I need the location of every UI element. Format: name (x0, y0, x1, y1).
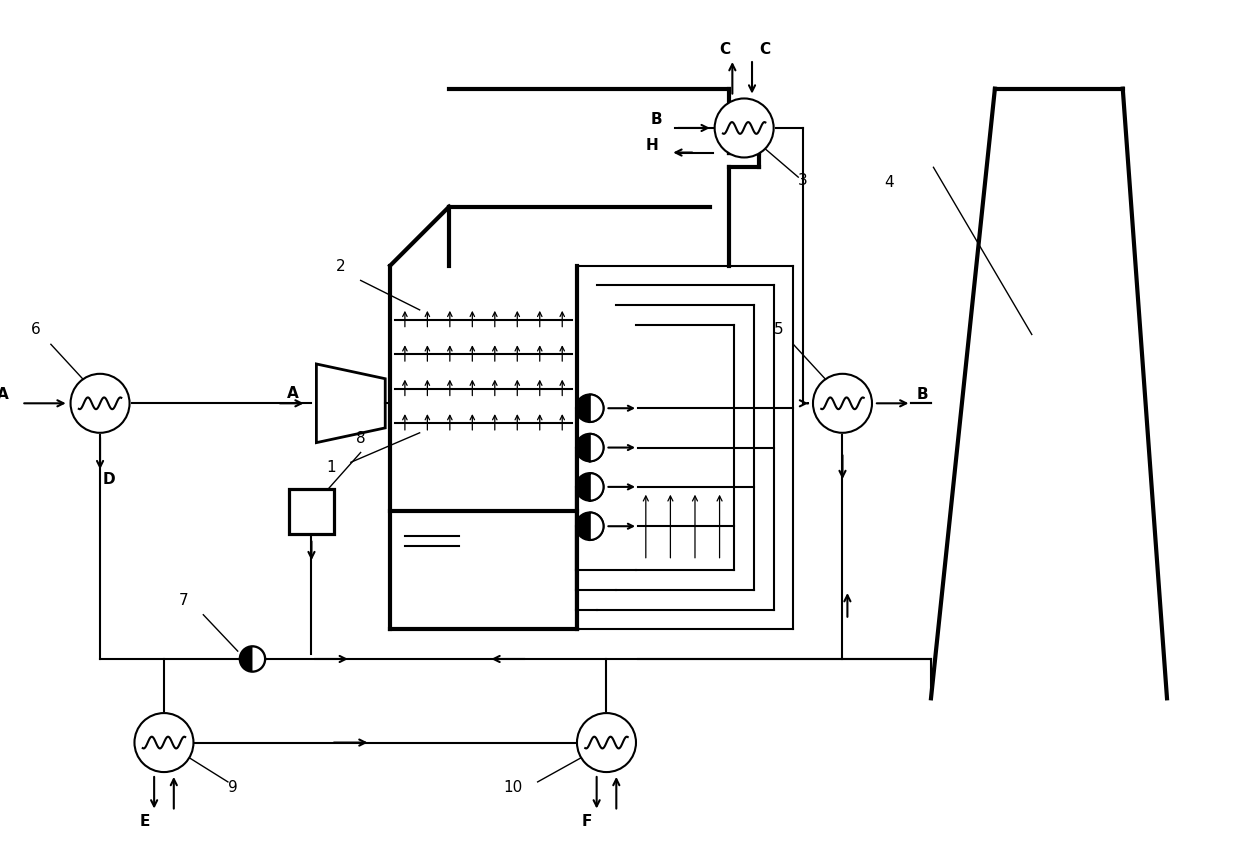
Text: B: B (916, 388, 928, 402)
Circle shape (577, 713, 636, 772)
Text: C: C (719, 42, 730, 57)
Text: 1: 1 (326, 460, 336, 475)
Polygon shape (590, 513, 604, 540)
Text: C: C (759, 42, 770, 57)
Text: 4: 4 (884, 175, 894, 190)
Circle shape (577, 513, 604, 540)
Text: 5: 5 (774, 323, 784, 337)
Text: F: F (582, 814, 593, 830)
Text: D: D (103, 472, 115, 487)
Text: 3: 3 (799, 173, 808, 188)
Text: H: H (646, 137, 658, 153)
Text: A: A (286, 386, 299, 401)
Text: 8: 8 (356, 431, 366, 446)
Polygon shape (590, 473, 604, 501)
Polygon shape (590, 434, 604, 461)
Text: 10: 10 (503, 780, 522, 795)
Circle shape (71, 373, 129, 432)
Text: E: E (139, 814, 150, 830)
Polygon shape (590, 395, 604, 422)
Circle shape (577, 395, 604, 422)
Text: 7: 7 (179, 593, 188, 608)
Polygon shape (253, 647, 264, 670)
Circle shape (714, 99, 774, 158)
Text: 2: 2 (336, 259, 346, 274)
Text: 9: 9 (228, 780, 238, 795)
Text: A: A (0, 388, 9, 402)
Circle shape (577, 473, 604, 501)
Text: B: B (651, 112, 662, 127)
Bar (289, 489, 334, 534)
Circle shape (813, 373, 872, 432)
Circle shape (134, 713, 193, 772)
Circle shape (239, 647, 265, 672)
Text: 6: 6 (31, 323, 41, 337)
Circle shape (577, 434, 604, 461)
